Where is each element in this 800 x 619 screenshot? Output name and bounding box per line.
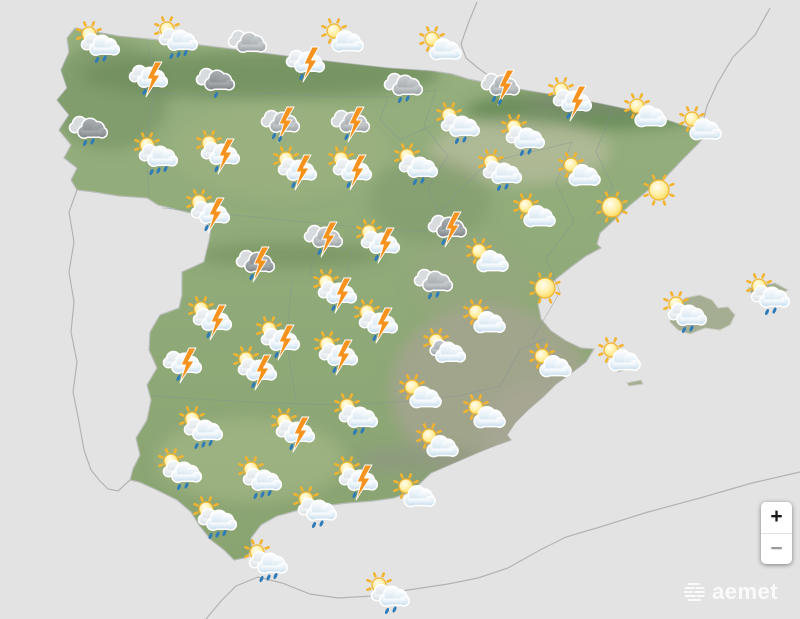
weather-icon-sun-thunderstorm [186, 296, 238, 344]
weather-icon-sun-thunderstorm [269, 408, 321, 456]
weather-icon-sun-thunderstorm [194, 130, 246, 178]
weather-icon-partly-cloudy [397, 374, 449, 422]
weather-icon-thunderstorm [474, 61, 526, 109]
france-mediterranean-coastline [702, 7, 771, 123]
weather-icon-rain [62, 104, 114, 152]
weather-icon-thunderstorm [324, 98, 376, 146]
weather-icon-sun-thunderstorm [271, 146, 323, 194]
weather-icon-sun-showers [499, 114, 551, 162]
weather-icon-partly-cloudy [677, 106, 729, 154]
weather-icon-partly-cloudy [527, 343, 579, 391]
weather-icon-partly-cloudy [461, 299, 513, 347]
weather-icon-sunny [633, 166, 685, 214]
weather-icon-partly-cloudy [421, 328, 473, 376]
weather-icon-sun-showers [156, 448, 208, 496]
zoom-control: + − [761, 502, 792, 564]
weather-icon-sun-thunderstorm [231, 346, 283, 394]
weather-icon-partly-cloudy [464, 238, 516, 286]
aemet-logo-text: aemet [712, 579, 779, 604]
weather-icon-sun-thunderstorm [326, 146, 378, 194]
weather-icon-sun-thunderstorm [332, 456, 384, 504]
weather-icon-partly-cloudy [319, 18, 371, 66]
weather-icon-partly-cloudy [417, 26, 469, 74]
weather-icon-sun-thunderstorm [354, 219, 406, 267]
weather-icon-sun-showers [434, 102, 486, 150]
zoom-out-button[interactable]: − [761, 532, 792, 565]
weather-icon-cloudy [221, 18, 273, 66]
weather-icon-sun-showers [332, 393, 384, 441]
weather-icon-sun-rain [191, 496, 243, 544]
weather-icon-sun-thunderstorm [352, 299, 404, 347]
weather-icon-thunderstorm [122, 53, 174, 101]
formentera-island [626, 379, 644, 387]
weather-icon-thunderstorm [421, 203, 473, 251]
weather-icon-partly-cloudy [556, 152, 608, 200]
weather-icon-partly-cloudy [511, 193, 563, 241]
weather-icon-rain [407, 257, 459, 305]
weather-icon-sun-rain [132, 132, 184, 180]
weather-icon-sun-showers [392, 143, 444, 191]
portugal-coastline [68, 189, 131, 492]
weather-icon-sun-thunderstorm [311, 269, 363, 317]
aemet-swirl-icon [683, 582, 706, 602]
weather-icon-sun-showers [476, 149, 528, 197]
weather-icon-sun-thunderstorm [546, 77, 598, 125]
weather-icon-sun-thunderstorm [312, 331, 364, 379]
weather-icon-sun-rain [177, 406, 229, 454]
zoom-in-button[interactable]: + [770, 505, 783, 529]
weather-icon-thunderstorm [156, 339, 208, 387]
weather-icon-sunny [586, 183, 638, 231]
weather-icon-sun-showers [291, 486, 343, 534]
weather-icon-partly-cloudy [622, 93, 674, 141]
weather-icon-sun-showers [744, 273, 796, 321]
weather-icon-rain [189, 56, 241, 104]
weather-icon-sunny [519, 264, 571, 312]
weather-icon-thunderstorm [297, 213, 349, 261]
weather-icon-thunderstorm [279, 38, 331, 86]
weather-icon-sun-showers [364, 572, 416, 619]
aemet-watermark: aemet [682, 580, 778, 604]
weather-icon-sun-thunderstorm [254, 316, 306, 364]
weather-icon-partly-cloudy [596, 337, 648, 385]
weather-icon-sun-thunderstorm [184, 189, 236, 237]
weather-icon-thunderstorm [229, 238, 281, 286]
weather-icon-thunderstorm [254, 98, 306, 146]
weather-icon-sun-rain [236, 456, 288, 504]
weather-icon-rain [377, 61, 429, 109]
africa-coastline [205, 471, 800, 619]
weather-icon-partly-cloudy [461, 394, 513, 442]
weather-icon-partly-cloudy [391, 473, 443, 521]
weather-icon-sun-rain [242, 539, 294, 587]
weather-icon-sun-showers [661, 291, 713, 339]
weather-icon-partly-cloudy [414, 423, 466, 471]
weather-icon-sun-showers [74, 21, 126, 69]
weather-icon-sun-rain [152, 16, 204, 64]
